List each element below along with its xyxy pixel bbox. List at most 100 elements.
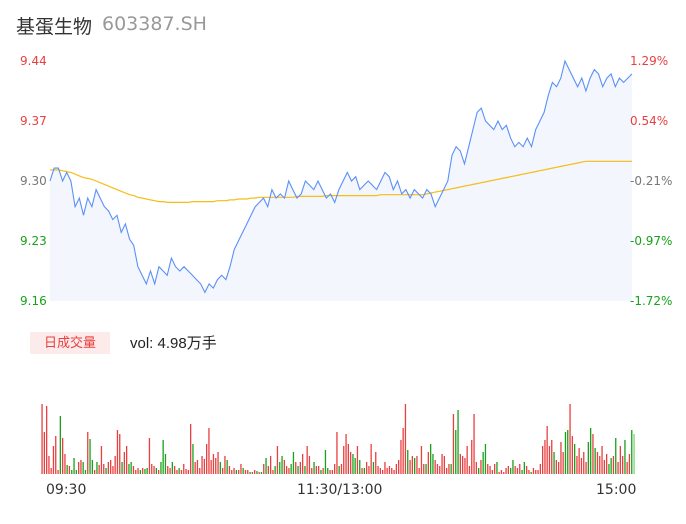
volume-bar [119,434,121,474]
volume-bar [361,468,363,474]
volume-bar [50,468,52,474]
volume-bar [603,460,605,474]
volume-bar [340,464,343,474]
volume-bar [228,466,231,474]
price-tick: 9.30 [20,174,47,188]
volume-bar [160,462,162,474]
volume-bar [535,470,537,474]
volume-bar [144,469,146,474]
volume-bar [519,464,521,474]
volume-bar [171,462,173,474]
volume-bar [292,452,295,474]
volume-bar [260,472,263,474]
volume-bar [606,454,608,474]
volume-bar [302,454,304,474]
volume-bar [94,470,96,474]
volume-bar [516,468,519,474]
volume-bar [217,452,219,474]
volume-bar [178,468,180,474]
volume-bar [279,462,281,474]
volume-bar [75,470,77,474]
price-area [50,61,632,301]
volume-bar [66,465,68,474]
stock-name: 基蛋生物 [16,17,93,38]
volume-bar [215,458,217,474]
volume-bar [48,456,50,474]
volume-bar [395,464,397,474]
volume-bar [590,428,592,474]
volume-bar [450,464,452,474]
volume-bar [462,456,464,474]
volume-bar [478,468,480,474]
volume-bar [57,470,59,474]
volume-bar [452,414,455,474]
volume-bar [167,466,169,474]
volume-bar [347,444,349,474]
volume-bar [100,446,103,474]
volume-bar [446,468,448,474]
volume-bar [201,456,203,474]
volume-bar [359,460,361,474]
volume-bar [585,462,587,474]
volume-bar [370,444,372,474]
volume-bar [354,458,356,474]
volume-bar [564,432,567,474]
volume-bar [219,462,221,474]
volume-bar [59,416,61,474]
volume-bar [283,460,285,474]
volume-bar [475,462,477,474]
volume-bar [336,432,338,474]
volume-bar [258,472,260,474]
volume-bar [594,448,596,474]
volume-bar [290,464,292,474]
volume-bar [510,468,512,474]
volume-bar [334,464,336,474]
volume-bar [286,466,288,474]
volume-bar [46,406,48,474]
volume-bar [137,468,139,474]
volume-bar [80,460,82,474]
volume-bar [596,452,599,474]
volume-bar [521,470,523,474]
volume-bar [496,462,498,474]
volume-bar [546,426,548,474]
volume-bar [123,452,125,474]
volume-bar [457,410,459,474]
volume-bar [484,444,487,474]
volume-bar [206,444,208,474]
volume-bar [633,434,635,474]
volume-bar [162,440,164,474]
volume-bar [276,446,279,474]
volume-bar [578,448,580,474]
volume-bar [153,466,155,474]
volume-bar [411,456,413,474]
volume-bar [190,424,192,474]
volume-bar [324,450,327,474]
volume-bar [196,460,199,474]
volume-bar [297,466,299,474]
volume-bar [231,470,233,474]
volume-bar [306,446,308,474]
volume-bar [414,458,416,474]
volume-bar [304,466,306,474]
volume-bar [295,462,297,474]
volume-bar [174,466,176,474]
price-tick: 9.16 [20,294,47,308]
volume-bar [418,468,420,474]
volume-bar [505,468,507,474]
volume-bar [587,442,589,474]
volume-bar [176,470,178,474]
pct-tick: 0.54% [630,114,669,128]
volume-bar [322,468,324,474]
volume-bar [471,440,473,474]
volume-bar [73,458,75,474]
volume-bar [311,468,313,474]
volume-bar [308,456,311,474]
volume-bar [185,469,187,474]
volume-bar [612,456,615,474]
volume-bar [352,454,354,474]
volume-bar [482,452,484,474]
volume-bar [318,466,320,474]
volume-bar [368,466,370,474]
